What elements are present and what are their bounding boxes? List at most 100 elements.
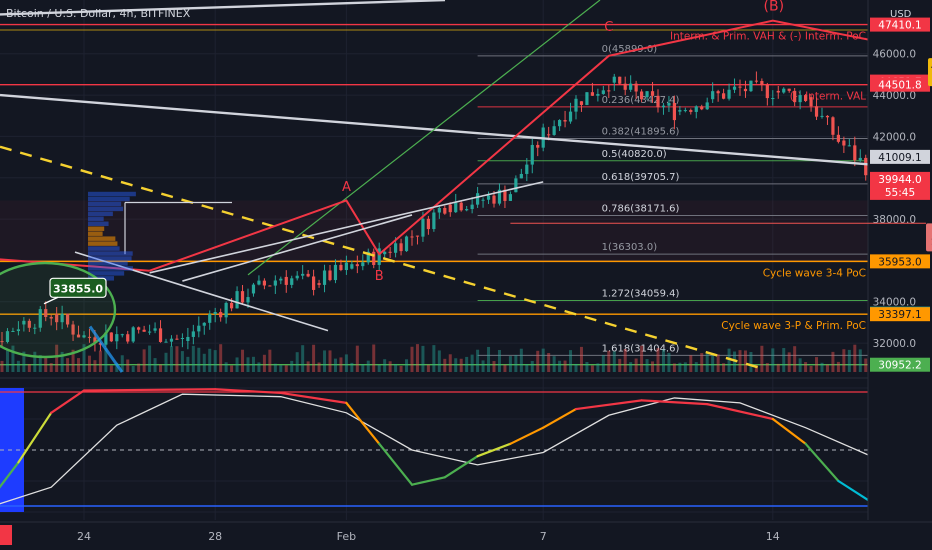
- candle-body: [448, 204, 452, 213]
- volume-bar: [175, 346, 179, 372]
- oscillator-fast-segment: [542, 407, 578, 429]
- candle-body: [208, 314, 212, 323]
- candle-body: [279, 278, 283, 281]
- candle-body: [268, 285, 272, 287]
- candle-body: [191, 331, 195, 337]
- candle-body: [645, 91, 649, 98]
- candle-body: [847, 145, 851, 147]
- volume-profile-bar: [88, 206, 124, 212]
- volume-bar: [333, 358, 337, 372]
- volume-profile-bar: [88, 226, 105, 231]
- fib-level-label: 0.5(40820.0): [602, 149, 667, 160]
- volume-bar: [93, 360, 97, 372]
- candle-body: [27, 320, 31, 328]
- volume-bar: [317, 362, 321, 372]
- candle-body: [186, 336, 190, 341]
- volume-bar: [290, 360, 294, 372]
- volume-bar: [815, 357, 819, 372]
- blue-diagonal-line: [88, 325, 124, 373]
- candle-body: [388, 251, 392, 253]
- volume-bar: [672, 363, 676, 372]
- candle-body: [607, 90, 611, 92]
- volume-bar: [208, 348, 212, 372]
- candle-body: [530, 144, 534, 165]
- time-tick-label: 14: [766, 530, 780, 543]
- candle-body: [317, 283, 321, 285]
- volume-bar: [793, 346, 797, 372]
- candle-body: [169, 338, 174, 342]
- price-badge: [870, 254, 930, 269]
- candle-body: [372, 251, 376, 265]
- candle-body: [55, 314, 59, 323]
- candle-body: [787, 88, 791, 91]
- candle-body: [410, 236, 414, 238]
- volume-bar: [410, 346, 414, 372]
- candle-body: [634, 83, 638, 92]
- candle-body: [38, 309, 42, 328]
- volume-profile-bar: [88, 271, 125, 276]
- volume-bar: [601, 355, 605, 372]
- volume-bar: [5, 348, 9, 372]
- candle-body: [11, 331, 15, 333]
- candle-body: [290, 278, 294, 285]
- price-badge: [870, 149, 930, 164]
- volume-profile-bar: [88, 256, 132, 261]
- volume-bar: [366, 360, 370, 372]
- candle-body: [257, 280, 261, 285]
- volume-bar: [137, 363, 141, 372]
- volume-bar: [11, 345, 15, 372]
- candle-body: [858, 157, 862, 161]
- volume-bar: [219, 344, 223, 372]
- fib-level-label: 1(36303.0): [602, 242, 658, 253]
- volume-bar: [804, 362, 808, 372]
- volume-bar: [49, 363, 53, 372]
- volume-bar: [202, 353, 206, 372]
- volume-profile-bar: [88, 261, 128, 266]
- candle-body: [142, 329, 146, 332]
- candle-body: [366, 251, 370, 263]
- volume-bar: [421, 345, 425, 372]
- candle-body: [312, 276, 316, 290]
- volume-bar: [22, 351, 26, 372]
- level-label: Interm. & Prim. VAH & (-) Interm. PoC: [670, 31, 866, 43]
- volume-bar: [355, 345, 359, 372]
- volume-profile-bar: [88, 221, 109, 227]
- candle-body: [519, 173, 523, 179]
- candle-body: [853, 145, 857, 161]
- volume-bar: [71, 349, 75, 372]
- candle-body: [421, 218, 425, 237]
- oscillator-fast-segment: [50, 389, 86, 414]
- candle-body: [60, 313, 64, 323]
- volume-bar: [536, 350, 540, 372]
- candle-body: [629, 83, 633, 90]
- volume-bar: [328, 350, 332, 372]
- candle-body: [612, 76, 616, 83]
- channel-upper: [149, 181, 544, 274]
- oscillator-fast-segment: [574, 399, 643, 411]
- volume-bar: [541, 348, 545, 372]
- volume-bar: [465, 356, 469, 372]
- volume-bar: [186, 356, 190, 372]
- candle-body: [44, 309, 48, 317]
- volume-bar: [388, 361, 392, 372]
- candle-body: [623, 83, 627, 90]
- candle-body: [104, 332, 108, 345]
- volume-bar: [306, 361, 310, 372]
- candle-body: [328, 270, 332, 281]
- volume-bar: [246, 357, 250, 372]
- candle-body: [197, 325, 201, 332]
- volume-bar: [716, 354, 720, 372]
- candle-body: [492, 195, 496, 204]
- candle-body: [820, 115, 824, 117]
- volume-bar: [722, 363, 726, 372]
- volume-bar: [241, 349, 245, 372]
- volume-bar: [312, 344, 316, 372]
- candle-body: [0, 341, 4, 343]
- volume-bar: [547, 353, 551, 372]
- volume-bar: [842, 349, 846, 372]
- volume-profile-bar: [88, 251, 133, 256]
- candle-body: [230, 302, 234, 309]
- candle-body: [732, 86, 737, 90]
- candle-body: [776, 90, 780, 93]
